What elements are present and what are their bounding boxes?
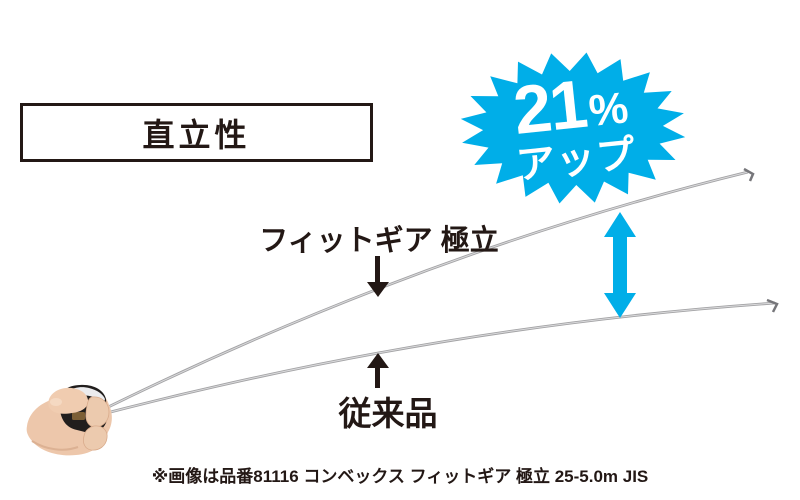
tape-product-highlight: [97, 171, 749, 413]
starburst-badge: [460, 52, 686, 204]
middle-finger: [83, 425, 108, 451]
hand-holding-tape-measure: [26, 384, 112, 456]
up-arrow-icon: [366, 353, 389, 368]
gap-double-arrow-shape: [604, 212, 636, 318]
label-product: フィットギア 極立: [259, 225, 499, 257]
thumb: [48, 387, 89, 414]
gap-double-arrow-icon: [604, 212, 636, 318]
down-arrow-shaft: [375, 256, 380, 284]
tape-conventional-end-hook: [766, 298, 779, 313]
tape-product-end-hook: [743, 167, 755, 182]
down-arrow-icon: [366, 282, 389, 297]
hand-shading-line: [31, 440, 79, 451]
thumbnail: [50, 398, 62, 406]
tape-measure-label: [72, 412, 85, 420]
tape-conventional-highlight: [98, 302, 776, 416]
starburst-shape: [460, 52, 686, 204]
section-title: 直立性: [142, 116, 251, 153]
label-conventional: 従来品: [338, 395, 438, 432]
section-title-box: 直立性: [20, 103, 373, 162]
caption: ※画像は品番81116 コンベックス フィットギア 極立 25-5.0m JIS: [151, 467, 649, 486]
up-arrow-shaft: [375, 366, 380, 388]
